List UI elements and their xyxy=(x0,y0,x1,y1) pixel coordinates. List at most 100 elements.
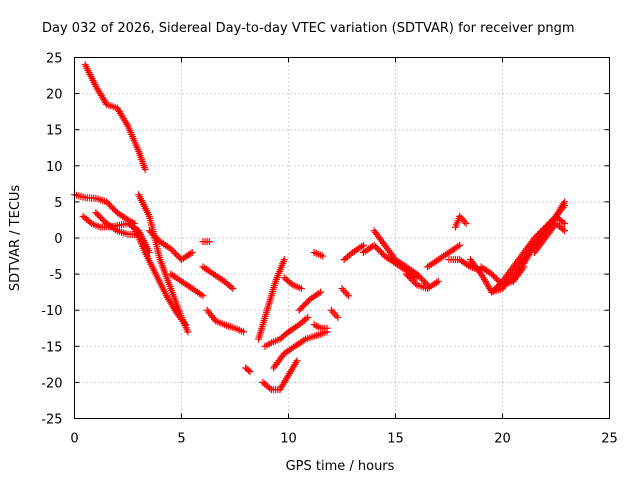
data-point-marker xyxy=(152,233,160,241)
data-point-marker xyxy=(489,272,497,280)
data-point-marker xyxy=(148,230,156,238)
data-point-marker xyxy=(280,256,288,264)
series-arc21 xyxy=(327,306,342,321)
data-point-marker xyxy=(492,275,500,283)
y-axis-label: SDTVAR / TECUs xyxy=(8,185,23,292)
data-point-marker xyxy=(372,243,380,251)
y-tick-label: 15 xyxy=(46,124,63,139)
data-point-marker xyxy=(561,198,569,206)
data-point-marker xyxy=(421,278,429,286)
series-arc20 xyxy=(310,321,331,332)
data-point-marker xyxy=(559,218,567,226)
data-point-marker xyxy=(109,204,117,212)
data-point-marker xyxy=(173,251,181,259)
data-markers xyxy=(71,61,569,394)
data-point-marker xyxy=(168,246,176,254)
data-point-marker xyxy=(93,210,101,218)
data-point-marker xyxy=(205,238,213,246)
series-arc30 xyxy=(466,256,506,296)
data-point-marker xyxy=(302,315,310,323)
data-point-marker xyxy=(297,285,305,293)
data-point-marker xyxy=(304,313,312,321)
data-point-marker xyxy=(199,292,207,300)
data-point-marker xyxy=(404,272,412,280)
data-point-marker xyxy=(434,277,442,285)
data-point-marker xyxy=(167,245,175,253)
data-point-marker xyxy=(86,218,94,226)
series-arc14 xyxy=(261,313,312,350)
series-arc11 xyxy=(203,306,248,336)
data-point-marker xyxy=(95,212,103,220)
data-point-marker xyxy=(414,272,422,280)
data-point-marker xyxy=(110,206,118,214)
data-point-marker xyxy=(410,278,418,286)
data-point-marker xyxy=(171,249,179,257)
data-point-marker xyxy=(184,328,192,336)
series-arc29 xyxy=(451,212,470,231)
x-tick-label: 10 xyxy=(280,432,297,447)
data-point-marker xyxy=(188,248,196,256)
data-point-marker xyxy=(492,284,500,292)
data-point-marker xyxy=(293,357,301,365)
data-point-marker xyxy=(461,218,469,226)
data-point-marker xyxy=(341,288,349,296)
data-point-marker xyxy=(376,247,384,255)
data-point-marker xyxy=(561,220,569,228)
data-point-marker xyxy=(295,306,303,314)
data-point-marker xyxy=(327,306,335,314)
data-point-marker xyxy=(489,287,497,295)
data-point-marker xyxy=(107,203,115,211)
data-point-marker xyxy=(92,209,100,217)
series-arc27 xyxy=(424,241,464,271)
data-point-marker xyxy=(150,231,158,239)
y-tick-label: -5 xyxy=(50,268,63,283)
data-point-marker xyxy=(419,276,427,284)
data-point-marker xyxy=(422,279,430,287)
series-arc5 xyxy=(135,191,192,336)
x-tick-label: 20 xyxy=(494,432,511,447)
data-point-marker xyxy=(303,298,311,306)
y-tick-label: -25 xyxy=(41,413,62,428)
y-tick-label: 0 xyxy=(54,232,62,247)
y-tick-label: 20 xyxy=(46,88,63,103)
series-arc25 xyxy=(370,227,432,289)
data-point-marker xyxy=(359,241,367,249)
data-point-marker xyxy=(370,241,378,249)
data-point-marker xyxy=(266,384,274,392)
data-point-marker xyxy=(456,241,464,249)
data-point-marker xyxy=(405,273,413,281)
data-point-marker xyxy=(402,270,410,278)
series-arc16 xyxy=(270,328,331,372)
x-tick-label: 0 xyxy=(70,432,78,447)
series-arc9 xyxy=(199,238,213,246)
data-point-marker xyxy=(298,303,306,311)
series-arc13 xyxy=(259,357,301,394)
data-point-marker xyxy=(287,279,295,287)
series-arc1 xyxy=(81,61,149,173)
data-point-marker xyxy=(411,279,419,287)
y-tick-label: 25 xyxy=(46,52,63,67)
y-tick-label: 5 xyxy=(54,196,62,211)
plot-frame xyxy=(74,57,610,419)
y-tick-label: -15 xyxy=(41,340,62,355)
data-point-marker xyxy=(488,288,496,296)
data-point-marker xyxy=(332,312,340,320)
data-point-marker xyxy=(174,253,182,261)
data-point-marker xyxy=(229,285,237,293)
series-arc15 xyxy=(255,256,288,343)
data-point-marker xyxy=(408,276,416,284)
data-point-marker xyxy=(491,285,499,293)
x-axis-label: GPS time / hours xyxy=(286,459,395,474)
data-point-marker xyxy=(245,366,253,374)
data-point-marker xyxy=(170,248,178,256)
data-point-marker xyxy=(491,273,499,281)
data-point-marker xyxy=(413,270,421,278)
data-point-marker xyxy=(153,235,161,243)
data-point-marker xyxy=(103,198,111,206)
data-point-marker xyxy=(494,282,502,290)
series-arc19 xyxy=(310,248,327,260)
data-point-marker xyxy=(344,292,352,300)
series-arc17 xyxy=(280,274,305,293)
series-arc7 xyxy=(145,227,196,264)
data-point-marker xyxy=(147,228,155,236)
